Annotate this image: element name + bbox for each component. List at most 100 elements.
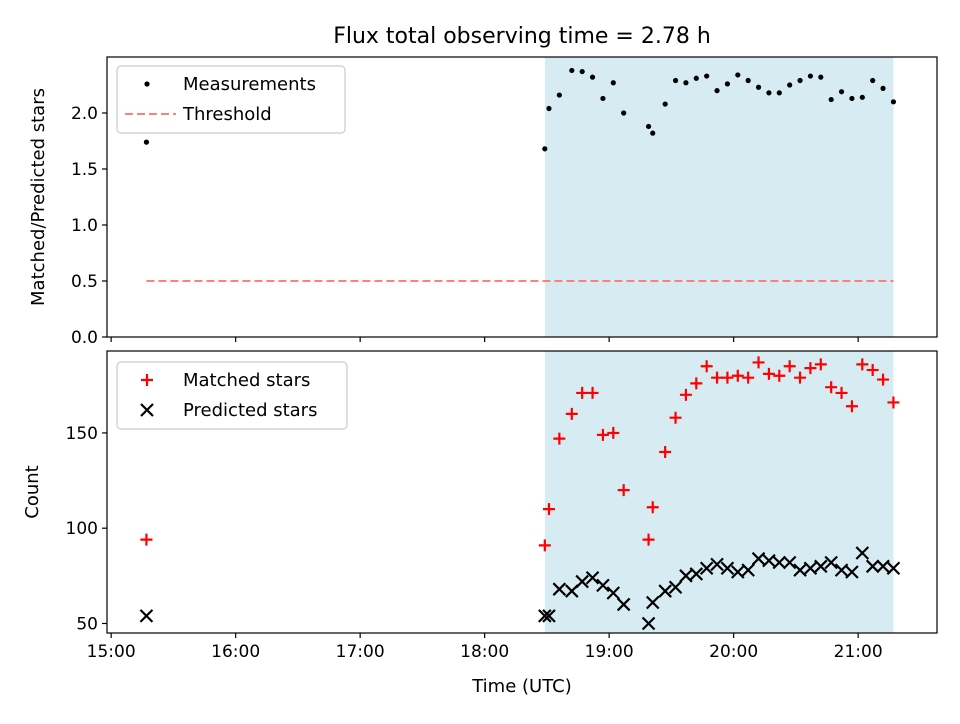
- measurement-point: [569, 67, 575, 74]
- measurement-point: [807, 73, 814, 79]
- matched-stars-point: [553, 432, 566, 445]
- matched-stars-point: [576, 386, 589, 399]
- matched-stars-point: [711, 371, 724, 384]
- matched-stars-point: [700, 360, 713, 373]
- matched-stars-point: [731, 369, 744, 382]
- predicted-stars-point: [876, 559, 890, 574]
- matched-stars-point: [669, 411, 682, 424]
- matched-stars-point: [762, 367, 775, 380]
- legend-measurements-label: Measurements: [183, 74, 316, 95]
- predicted-stars-point: [552, 582, 567, 596]
- y-tick-label: 0.0: [71, 328, 98, 348]
- measurement-point: [755, 84, 762, 90]
- predicted-stars-point: [645, 595, 660, 610]
- measurement-point: [589, 74, 596, 80]
- measurement-point: [766, 90, 772, 96]
- matched-stars-point: [783, 360, 796, 373]
- legend-measurements-marker: [144, 81, 150, 87]
- predicted-stars-point: [720, 561, 735, 575]
- matched-stars-point: [721, 371, 734, 384]
- matched-stars-point: [538, 539, 551, 552]
- measurement-point: [600, 95, 606, 102]
- measurement-point: [714, 88, 720, 94]
- predicted-stars-point: [845, 565, 859, 579]
- measurement-point: [542, 146, 548, 152]
- measurement-point: [797, 77, 803, 84]
- y-tick-label: 1.5: [71, 160, 98, 180]
- measurement-point: [610, 80, 616, 86]
- matched-stars-point: [596, 428, 609, 441]
- count-panel-y-ticks: 50 100 150: [66, 424, 107, 634]
- predicted-stars-point: [865, 559, 880, 574]
- x-tick-label: 20:00: [709, 642, 758, 662]
- predicted-stars-point: [855, 546, 870, 560]
- measurement-point: [890, 99, 897, 105]
- legend-predicted-label: Predicted stars: [183, 400, 317, 421]
- matched-stars-point: [690, 377, 703, 390]
- y-tick-label: 0.5: [71, 272, 98, 292]
- predicted-stars-point: [596, 578, 610, 593]
- predicted-stars-point: [793, 563, 807, 577]
- predicted-stars-point: [658, 584, 672, 598]
- measurement-point: [579, 68, 585, 75]
- predicted-stars-point: [641, 616, 656, 631]
- predicted-stars-point: [699, 561, 714, 575]
- measurement-point: [672, 77, 679, 84]
- legend-box: [116, 65, 346, 134]
- legend-matched-label: Matched stars: [183, 370, 310, 391]
- matched-stars-point: [773, 369, 786, 382]
- count-panel-y-axis-label: Count: [22, 465, 43, 518]
- chart-title: Flux total observing time = 2.78 h: [333, 24, 711, 49]
- ratio-panel-shaded-region: [544, 57, 894, 337]
- count-panel-x-ticks: 15:00 16:00 17:00 18:00 19:00 20:00 21:00: [87, 633, 883, 662]
- measurement-point: [693, 75, 699, 81]
- measurement-point: [787, 82, 793, 88]
- predicted-stars-point: [689, 567, 704, 581]
- ratio-panel: 0.00.51.01.52.0 Matched/Predicted stars …: [28, 56, 938, 348]
- matched-stars-point: [607, 426, 620, 439]
- ratio-panel-frame: [106, 56, 938, 338]
- x-tick-label: 21:00: [834, 642, 883, 662]
- legend-threshold-label: Threshold: [182, 104, 272, 125]
- predicted-stars-point: [782, 555, 797, 570]
- y-tick-label: 150: [66, 424, 98, 444]
- measurement-point: [870, 77, 876, 84]
- predicted-stars-point: [741, 563, 755, 577]
- measurement-point: [838, 89, 845, 95]
- measurement-point: [828, 96, 834, 103]
- count-panel-legend: Matched stars Predicted stars: [116, 361, 348, 430]
- measurement-point: [683, 80, 689, 86]
- measurement-point: [704, 73, 710, 79]
- predicted-stars-point: [679, 569, 693, 583]
- matched-stars-point: [565, 407, 578, 420]
- y-tick-label: 1.0: [71, 216, 98, 236]
- legend-predicted-marker: [140, 403, 154, 417]
- predicted-stars-point: [824, 555, 838, 570]
- matched-stars-point: [617, 484, 630, 497]
- matched-stars-point: [646, 501, 659, 514]
- matched-stars-point: [542, 503, 555, 516]
- matched-stars-point: [877, 373, 890, 386]
- matched-stars-point: [835, 386, 848, 399]
- matched-stars-point: [140, 533, 153, 546]
- ratio-panel-x-ticks: [110, 337, 859, 342]
- predicted-stars-point: [668, 580, 683, 595]
- y-tick-label: 2.0: [71, 104, 98, 124]
- matched-stars-point: [866, 364, 879, 377]
- matched-stars-point: [814, 358, 827, 371]
- count-panel: 50 100 150 15:00 16:00 17:00 18:00 19:00 20:00 2…: [22, 350, 938, 662]
- x-tick-label: 15:00: [87, 642, 136, 662]
- measurement-point: [556, 92, 562, 98]
- matched-stars-point: [659, 445, 672, 458]
- matched-stars-point: [845, 400, 858, 413]
- legend-box: [116, 361, 348, 430]
- measurement-point: [776, 90, 782, 96]
- measurement-point: [818, 74, 824, 80]
- measurement-point: [650, 130, 656, 136]
- matched-stars-point: [825, 381, 838, 394]
- matched-stars-point: [742, 371, 755, 384]
- measurement-point: [859, 94, 865, 100]
- predicted-stars-point: [538, 609, 552, 623]
- predicted-stars-point: [606, 586, 621, 600]
- predicted-stars-point: [575, 574, 589, 589]
